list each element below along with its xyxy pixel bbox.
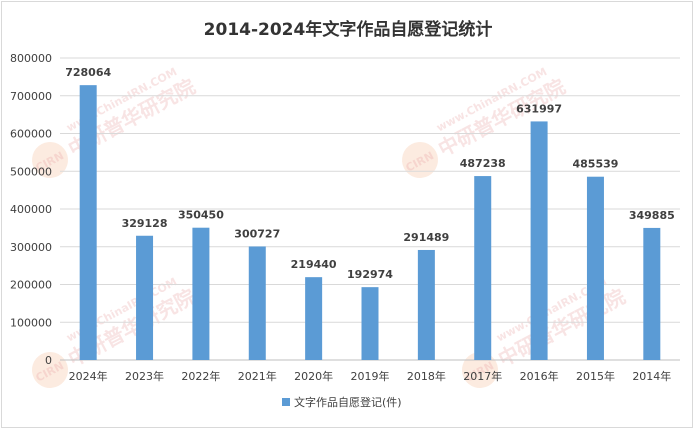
bars	[79, 85, 661, 361]
x-tick-label: 2021年	[238, 369, 277, 383]
bar	[361, 287, 379, 360]
bar	[136, 235, 154, 360]
data-label: 349885	[629, 209, 675, 222]
bar	[192, 227, 210, 360]
data-label: 291489	[403, 231, 449, 244]
legend-swatch	[282, 398, 290, 406]
bar	[79, 85, 97, 361]
x-tick-label: 2016年	[520, 369, 559, 383]
data-label: 485539	[572, 158, 618, 171]
x-tick-label: 2014年	[632, 369, 671, 383]
y-tick-label: 800000	[10, 52, 52, 65]
data-label: 300727	[234, 227, 280, 240]
y-tick-label: 100000	[10, 316, 52, 329]
chart-title: 2014-2024年文字作品自愿登记统计	[204, 19, 493, 40]
bar	[643, 227, 661, 360]
x-tick-label: 2017年	[463, 369, 502, 383]
bar	[248, 246, 266, 360]
y-tick-label: 600000	[10, 128, 52, 141]
x-axis-tick-labels: 2024年 2023年 2022年 2021年 2020年 2019年 2018年 2017年…	[69, 369, 672, 383]
y-tick-label: 700000	[10, 90, 52, 103]
y-tick-label: 200000	[10, 279, 52, 292]
watermark-logo-circle	[31, 142, 68, 178]
data-label: 192974	[347, 268, 393, 281]
x-tick-label: 2024年	[69, 369, 108, 383]
x-tick-label: 2015年	[576, 369, 615, 383]
x-tick-label: 2023年	[125, 369, 164, 383]
data-label: 631997	[516, 102, 562, 115]
data-labels: 728064 329128 350450 300727 219440 192974 2914…	[65, 66, 675, 281]
y-axis-tick-labels: 0 100000 200000 300000 400000 500000 600000 700…	[10, 52, 52, 367]
data-label: 487238	[460, 157, 506, 170]
y-tick-label: 0	[45, 354, 52, 367]
data-label: 350450	[178, 209, 224, 222]
legend: 文字作品自愿登记(件)	[282, 395, 402, 409]
x-tick-label: 2019年	[351, 369, 390, 383]
bar	[305, 277, 323, 360]
y-tick-label: 400000	[10, 203, 52, 216]
watermark-logo-circle	[402, 142, 438, 178]
bar	[474, 176, 492, 360]
watermark-logo-circle	[462, 352, 498, 388]
bar	[586, 176, 604, 360]
bar	[417, 249, 435, 360]
x-tick-label: 2018年	[407, 369, 446, 383]
x-tick-label: 2022年	[181, 369, 220, 383]
bar	[530, 121, 548, 360]
y-tick-label: 300000	[10, 241, 52, 254]
y-tick-label: 500000	[10, 165, 52, 178]
data-label: 219440	[291, 258, 337, 271]
legend-label: 文字作品自愿登记(件)	[294, 395, 402, 409]
watermark-logo-circle	[31, 352, 68, 388]
data-label: 728064	[65, 66, 111, 79]
data-label: 329128	[122, 217, 168, 230]
x-tick-label: 2020年	[294, 369, 333, 383]
